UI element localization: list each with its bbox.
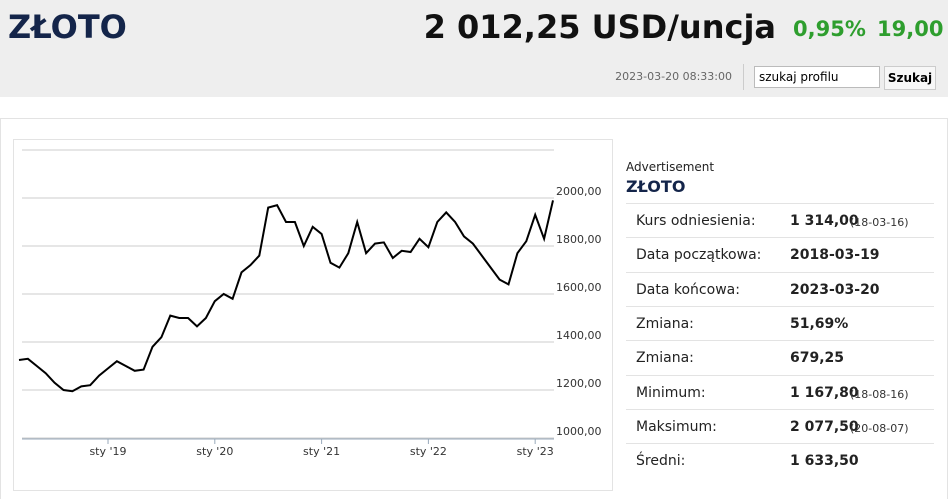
stats-label: Data początkowa:: [636, 247, 762, 264]
y-tick-label: 1000,00: [556, 425, 602, 438]
search-button[interactable]: Szukaj: [884, 66, 936, 90]
price: 2 012,25 USD/uncja: [423, 8, 776, 46]
stats-label: Minimum:: [636, 384, 706, 401]
stats-date: (20-08-07): [850, 421, 909, 435]
stats-value: 1 633,50: [790, 453, 859, 470]
chart: 1000,00 1200,00 1400,00 1600,00 1800,00 2000,…: [18, 149, 602, 458]
stats-value: 679,25: [790, 350, 845, 367]
stats-label: Maksimum:: [636, 418, 717, 435]
stats-row: Zmiana: 679,25: [626, 340, 934, 375]
ad-label: Advertisement: [626, 160, 715, 174]
search-input[interactable]: szukaj profilu: [754, 66, 880, 88]
stats-date: (18-08-16): [850, 387, 909, 401]
stats-value: 2 077,50: [790, 418, 859, 435]
stats-row: Minimum: 1 167,80 (18-08-16): [626, 374, 934, 410]
stats-label: Zmiana:: [636, 350, 694, 367]
stats-label: Kurs odniesienia:: [636, 213, 756, 229]
x-tick-label: sty '21: [303, 445, 340, 458]
timestamp: 2023-03-20 08:33:00: [615, 70, 732, 83]
stats-row: Zmiana: 51,69%: [626, 305, 934, 341]
y-tick-label: 1200,00: [556, 377, 602, 390]
stats-value: 2023-03-20: [790, 281, 880, 298]
stats-value: 2018-03-19: [790, 247, 880, 264]
stats-row: Maksimum: 2 077,50 (20-08-07): [626, 408, 934, 444]
change: 19,00: [877, 17, 944, 41]
y-tick-label: 2000,00: [556, 185, 602, 198]
y-tick-label: 1400,00: [556, 329, 602, 342]
stats-value: 51,69%: [790, 315, 849, 332]
stats-title: ZŁOTO: [626, 177, 686, 196]
change-pct: 0,95%: [793, 17, 866, 41]
stats-row: Data początkowa: 2018-03-19: [626, 237, 934, 272]
x-tick-label: sty '22: [410, 445, 447, 458]
x-tick-label: sty '19: [89, 445, 126, 458]
x-tick-label: sty '23: [517, 445, 554, 458]
y-tick-label: 1800,00: [556, 233, 602, 246]
separator: [743, 64, 744, 90]
stats-row: Data końcowa: 2023-03-20: [626, 271, 934, 307]
y-tick-label: 1600,00: [556, 281, 602, 294]
stats-value: 1 167,80: [790, 384, 859, 401]
title: ZŁOTO: [8, 8, 127, 46]
stats-row: Kurs odniesienia: 1 314,00 (18-03-16): [626, 203, 934, 238]
stats-date: (18-03-16): [850, 216, 909, 229]
stats-label: Średni:: [636, 453, 686, 470]
chart-panel: 1000,00 1200,00 1400,00 1600,00 1800,00 2000,…: [13, 139, 613, 491]
stats-value: 1 314,00: [790, 213, 859, 229]
header: ZŁOTO 2 012,25 USD/uncja 0,95% 19,00 202…: [0, 0, 948, 97]
stats-label: Data końcowa:: [636, 281, 740, 298]
price-line: [18, 200, 554, 393]
stats-row: Średni: 1 633,50: [626, 443, 934, 478]
stats-label: Zmiana:: [636, 315, 694, 332]
x-tick-label: sty '20: [196, 445, 233, 458]
